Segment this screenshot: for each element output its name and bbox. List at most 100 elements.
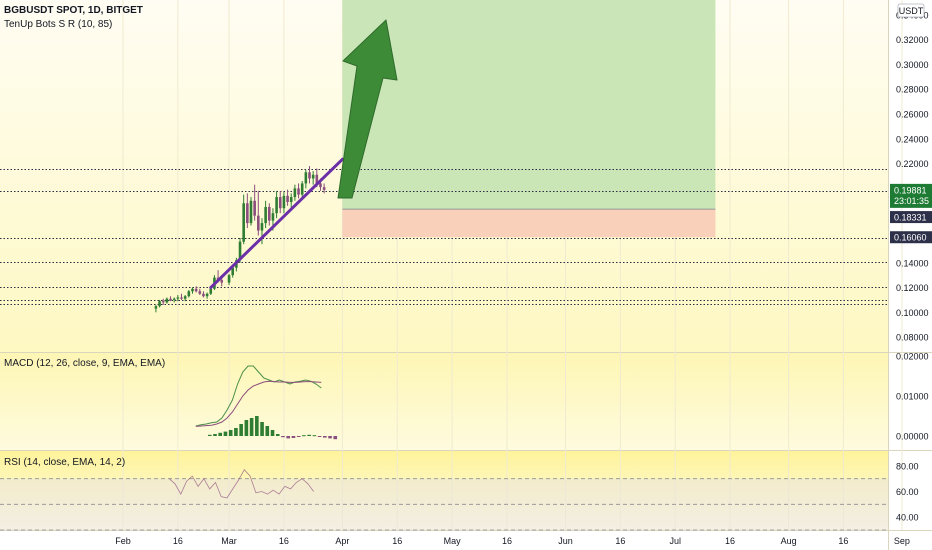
candle-body (286, 195, 289, 203)
candle-body (180, 297, 183, 299)
candle-body (249, 200, 253, 224)
trendline (209, 157, 344, 290)
time-tick-label: Mar (221, 536, 237, 546)
bar-countdown: 23:01:35 (894, 196, 929, 206)
macd-histogram-bar (207, 434, 212, 436)
level-price-value: 0.18331 (894, 213, 927, 223)
candle-body (257, 215, 260, 231)
indicator-title[interactable]: TenUp Bots S R (10, 85) (4, 19, 112, 30)
time-tick-label: 16 (392, 536, 402, 546)
price-axis-background (888, 0, 932, 550)
macd-histogram-bar (275, 434, 280, 436)
macd-histogram-bar (302, 435, 306, 437)
candle-body (238, 241, 242, 261)
macd-pane-background (0, 353, 888, 450)
up-arrow-shape (337, 19, 398, 199)
candle-body (220, 280, 224, 283)
target-zone (342, 0, 716, 210)
candle-body (297, 188, 300, 195)
currency-badge[interactable]: USDT (897, 3, 925, 18)
candle-body (315, 174, 319, 184)
macd-histogram-bar (255, 416, 259, 436)
candle-body (187, 291, 191, 297)
candle-body (169, 298, 172, 300)
time-tick-label: Apr (335, 536, 349, 546)
rsi-plot: 80.00 60.00 40.00 (0, 461, 919, 531)
price-tick-label: 0.08000 (896, 333, 929, 343)
candle-body (246, 203, 249, 224)
macd-histogram-bar (307, 434, 311, 436)
position-zones (342, 0, 716, 238)
rsi-title[interactable]: RSI (14, close, EMA, 14, 2) (4, 457, 125, 468)
macd-histogram-bar (213, 434, 217, 436)
last-price-tag (890, 183, 932, 208)
macd-title[interactable]: MACD (12, 26, close, 9, EMA, EMA) (4, 358, 165, 369)
price-tick-label: 0.22000 (896, 159, 929, 169)
macd-histogram-bar (286, 436, 291, 439)
time-tick-label: Jul (669, 536, 681, 546)
time-tick-label: 16 (173, 536, 183, 546)
rsi-line (168, 469, 315, 499)
candle-body (231, 267, 235, 276)
candle-body (161, 301, 165, 303)
macd-histogram-bar (323, 436, 327, 438)
arrow-drawing[interactable] (337, 19, 398, 199)
trendline-drawing[interactable] (209, 157, 344, 290)
candle-body (209, 288, 213, 294)
price-tick-label: 0.10000 (896, 308, 929, 318)
candle-body (267, 206, 271, 221)
candle-body (172, 298, 176, 300)
candle-body (271, 213, 275, 221)
candle-body (154, 306, 158, 309)
candle-body (205, 293, 209, 297)
price-tick-label: 0.26000 (896, 110, 929, 120)
time-tick-label: Sep (894, 536, 910, 546)
symbol-title[interactable]: BGBUSDT SPOT, 1D, BITGET (4, 5, 143, 16)
rsi-tick-label: 60.00 (896, 487, 919, 497)
time-tick-label: Aug (781, 536, 797, 546)
level-price-tag (890, 231, 932, 244)
time-tick-label: 16 (838, 536, 848, 546)
macd-histogram-bar (260, 422, 264, 436)
candle-body (242, 203, 245, 242)
price-tick-label: 0.30000 (896, 60, 929, 70)
macd-histogram-bar (249, 418, 254, 436)
time-tick-label: Feb (115, 536, 131, 546)
price-tick-label: 0.24000 (896, 134, 929, 144)
candle-body (202, 293, 205, 297)
time-tick-label: 16 (279, 536, 289, 546)
macd-tick-label: 0.00000 (896, 432, 929, 442)
candle-body (191, 288, 194, 292)
time-axis-background (0, 530, 888, 550)
price-tick-label: 0.28000 (896, 85, 929, 95)
time-tick-label: Jun (558, 536, 573, 546)
macd-histogram-bar (223, 431, 228, 436)
candle-body (260, 223, 264, 231)
time-axis-labels[interactable]: Feb 16 Mar 16 Apr 16 May 16 Jun 16 Jul 16 Aug 16 Sep (115, 536, 910, 546)
macd-histogram-bar (281, 436, 285, 438)
macd-tick-label: 0.02000 (896, 352, 929, 362)
time-tick-label: 16 (502, 536, 512, 546)
candle-body (158, 301, 161, 307)
candle-body (308, 172, 311, 179)
macd-histogram-bar (312, 435, 317, 437)
candle-body (183, 296, 187, 299)
candle-body (165, 298, 169, 303)
macd-histogram-bar (296, 436, 301, 437)
price-tick-label: 0.12000 (896, 283, 929, 293)
macd-histogram-bar (265, 426, 270, 436)
candle-body (322, 187, 326, 190)
macd-histogram-bar (328, 436, 332, 439)
candle-body (176, 297, 180, 299)
time-tick-label: 16 (615, 536, 625, 546)
currency-label: USDT (899, 6, 924, 16)
price-tick-label: 0.14000 (896, 258, 929, 268)
candle-body (319, 183, 322, 188)
macd-histogram-bar (234, 428, 238, 436)
macd-histogram-bar (228, 430, 233, 436)
macd-histogram-bar (317, 436, 322, 437)
rsi-tick-label: 80.00 (896, 461, 919, 471)
candle-body (300, 183, 304, 195)
candle-body (227, 275, 231, 283)
